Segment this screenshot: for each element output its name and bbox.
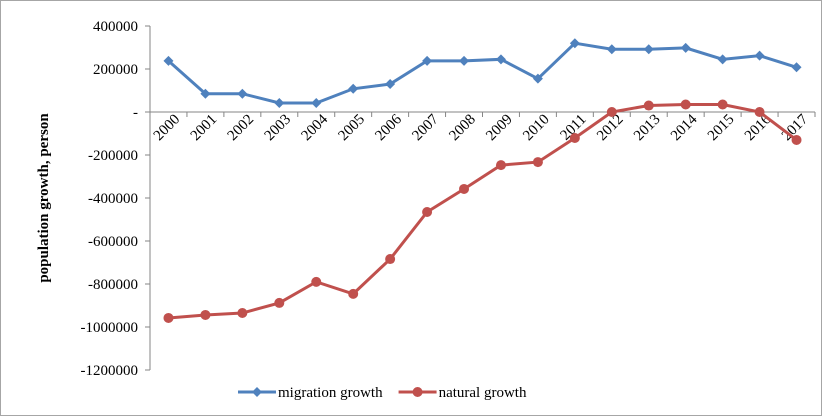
series-line xyxy=(168,102,798,320)
data-point xyxy=(274,297,285,308)
legend-label: migration growth xyxy=(278,385,383,401)
y-tick-label: -800000 xyxy=(88,277,138,293)
data-point xyxy=(680,99,691,110)
y-tick-label: -200000 xyxy=(88,148,138,164)
data-point xyxy=(348,288,359,299)
data-point xyxy=(422,55,433,66)
legend-marker xyxy=(252,387,262,397)
data-point xyxy=(311,97,322,108)
data-point xyxy=(569,133,580,144)
y-tick-label: -1200000 xyxy=(81,363,139,379)
data-point xyxy=(311,276,322,287)
data-point xyxy=(717,99,728,110)
data-point xyxy=(237,88,248,99)
data-point xyxy=(200,88,211,99)
data-point xyxy=(754,107,765,117)
data-point xyxy=(495,54,506,65)
data-point xyxy=(385,254,396,265)
data-point xyxy=(532,73,543,84)
series-line xyxy=(167,41,797,105)
data-point xyxy=(643,44,654,55)
y-tick-label: -1000000 xyxy=(81,320,139,336)
data-point xyxy=(163,312,174,323)
data-point xyxy=(274,97,285,108)
data-point xyxy=(237,308,248,319)
y-tick-label: -600000 xyxy=(88,234,138,250)
data-point xyxy=(606,44,617,55)
data-point xyxy=(459,183,470,194)
data-point xyxy=(495,160,506,171)
data-point xyxy=(459,55,470,66)
y-tick-label: -400000 xyxy=(88,191,138,207)
data-point xyxy=(791,62,802,73)
data-point xyxy=(163,55,174,66)
y-axis-label: population growth, person xyxy=(36,113,52,283)
y-tick-label: 200000 xyxy=(93,62,138,78)
data-point xyxy=(348,83,359,94)
y-tick-label: 400000 xyxy=(93,19,138,35)
data-point xyxy=(791,134,802,145)
legend-marker xyxy=(412,387,423,397)
data-point xyxy=(717,54,728,65)
data-point xyxy=(606,107,617,117)
data-point xyxy=(422,206,433,217)
y-tick-label: - xyxy=(133,105,138,121)
data-point xyxy=(754,50,765,61)
data-point xyxy=(569,38,580,49)
data-point xyxy=(532,157,543,168)
legend-label: natural growth xyxy=(439,385,527,401)
data-point xyxy=(385,79,396,90)
data-point xyxy=(680,42,691,53)
data-point xyxy=(200,309,211,320)
data-point xyxy=(643,100,654,111)
